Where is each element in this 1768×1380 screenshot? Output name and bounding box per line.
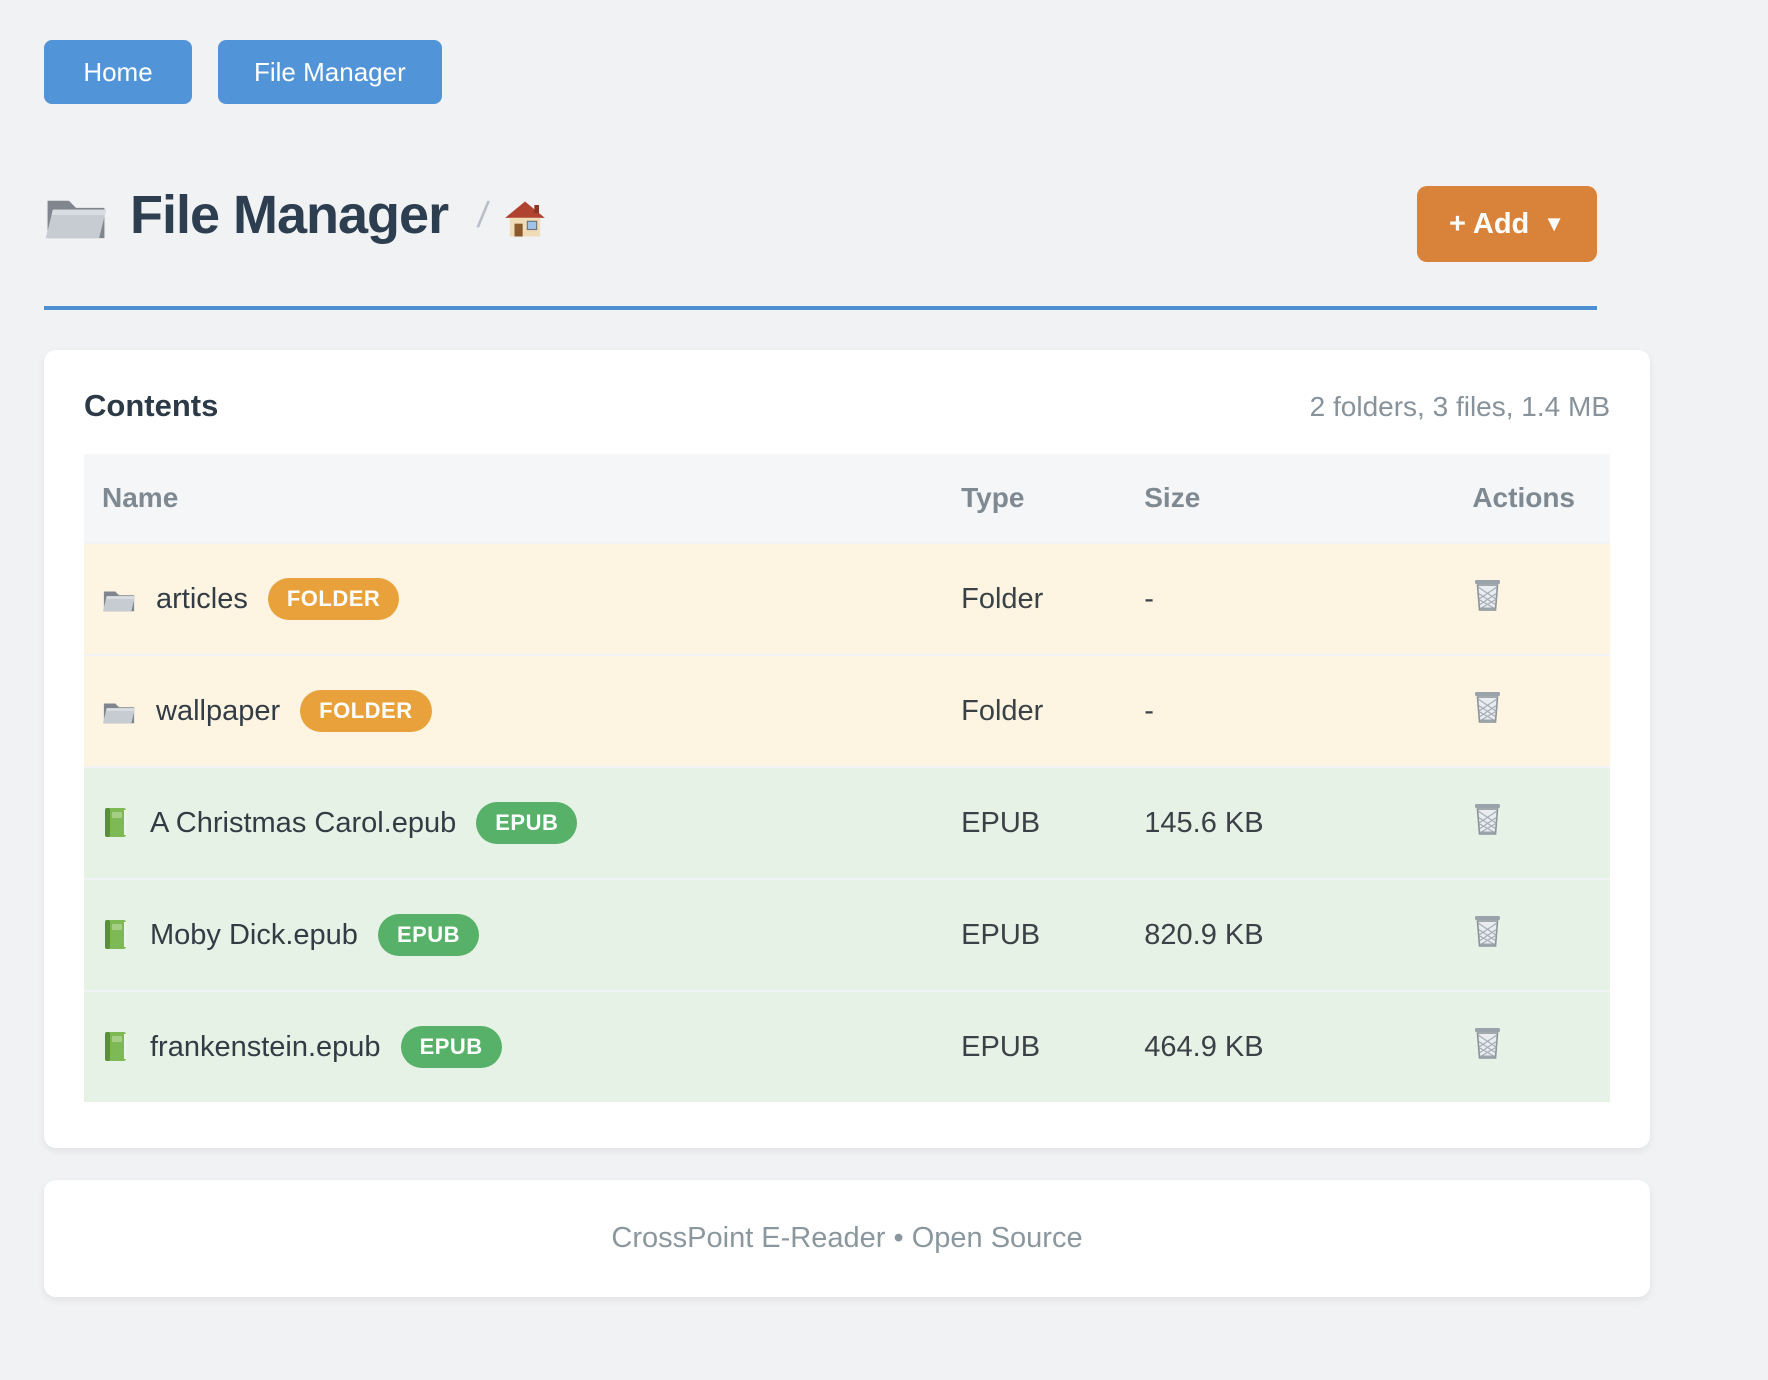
- green-book-icon: [105, 920, 128, 949]
- table-header-row: Name Type Size Actions: [84, 454, 1610, 543]
- item-size: 464.9 KB: [1126, 990, 1455, 1102]
- house-icon[interactable]: [504, 200, 546, 238]
- breadcrumb: /: [475, 192, 546, 238]
- item-size: 145.6 KB: [1126, 766, 1455, 879]
- table-row: A Christmas Carol.epub EPUB EPUB 145.6 K…: [84, 766, 1610, 879]
- item-size: -: [1126, 654, 1455, 767]
- item-name-link[interactable]: wallpaper: [156, 694, 281, 727]
- delete-button[interactable]: [1472, 913, 1503, 949]
- top-nav: Home File Manager: [44, 40, 1768, 104]
- nav-file-manager-button[interactable]: File Manager: [218, 40, 442, 104]
- epub-badge: EPUB: [400, 1026, 502, 1068]
- table-row: articles FOLDER Folder -: [84, 542, 1610, 655]
- contents-card-header: Contents 2 folders, 3 files, 1.4 MB: [84, 388, 1610, 424]
- folder-icon: [45, 200, 107, 239]
- table-row: Moby Dick.epub EPUB EPUB 820.9 KB: [84, 878, 1610, 991]
- contents-title: Contents: [84, 388, 219, 423]
- item-type: EPUB: [943, 990, 1127, 1102]
- column-header-size: Size: [1126, 454, 1455, 543]
- item-name-link[interactable]: Moby Dick.epub: [150, 918, 358, 951]
- delete-button[interactable]: [1472, 577, 1503, 613]
- trash-icon: [1474, 691, 1502, 724]
- column-header-type: Type: [943, 454, 1127, 543]
- item-type: EPUB: [943, 878, 1127, 991]
- title-row: File Manager /: [44, 184, 1597, 246]
- delete-button[interactable]: [1472, 689, 1503, 725]
- column-header-actions: Actions: [1454, 454, 1610, 543]
- item-name-link[interactable]: articles: [156, 582, 248, 615]
- add-button-label: + Add: [1448, 207, 1530, 240]
- breadcrumb-separator: /: [475, 194, 492, 235]
- delete-button[interactable]: [1472, 1025, 1503, 1061]
- footer-text: CrossPoint E-Reader • Open Source: [611, 1222, 1083, 1254]
- item-type: Folder: [943, 654, 1127, 767]
- folder-icon: [102, 591, 136, 612]
- folder-icon: [102, 703, 136, 724]
- trash-icon: [1474, 803, 1502, 836]
- add-button[interactable]: + Add ▼: [1417, 186, 1597, 262]
- table-row: wallpaper FOLDER Folder -: [84, 654, 1610, 767]
- trash-icon: [1474, 915, 1502, 948]
- column-header-name: Name: [84, 454, 944, 543]
- contents-summary: 2 folders, 3 files, 1.4 MB: [1309, 391, 1610, 422]
- green-book-icon: [105, 808, 128, 837]
- item-size: -: [1126, 542, 1455, 655]
- footer-card: CrossPoint E-Reader • Open Source: [44, 1180, 1650, 1297]
- trash-icon: [1474, 579, 1502, 612]
- table-row: frankenstein.epub EPUB EPUB 464.9 KB: [84, 990, 1610, 1102]
- item-type: Folder: [943, 542, 1127, 655]
- trash-icon: [1474, 1027, 1502, 1060]
- epub-badge: EPUB: [377, 914, 480, 956]
- chevron-down-icon: ▼: [1543, 211, 1566, 236]
- file-table: Name Type Size Actions articles FOLDER: [84, 454, 1610, 1102]
- nav-home-button[interactable]: Home: [44, 40, 192, 104]
- page-title: File Manager: [130, 185, 449, 245]
- folder-badge: FOLDER: [267, 578, 400, 620]
- folder-badge: FOLDER: [300, 690, 432, 732]
- page-header: File Manager / + Add ▼: [44, 184, 1597, 310]
- item-name-link[interactable]: frankenstein.epub: [150, 1030, 381, 1063]
- item-size: 820.9 KB: [1126, 878, 1455, 991]
- item-type: EPUB: [943, 766, 1127, 879]
- contents-card: Contents 2 folders, 3 files, 1.4 MB Name…: [44, 350, 1650, 1148]
- page: Home File Manager File Manager / + Add ▼…: [44, 40, 1768, 1297]
- delete-button[interactable]: [1472, 801, 1503, 837]
- green-book-icon: [105, 1032, 128, 1061]
- item-name-link[interactable]: A Christmas Carol.epub: [150, 806, 457, 839]
- epub-badge: EPUB: [476, 802, 578, 844]
